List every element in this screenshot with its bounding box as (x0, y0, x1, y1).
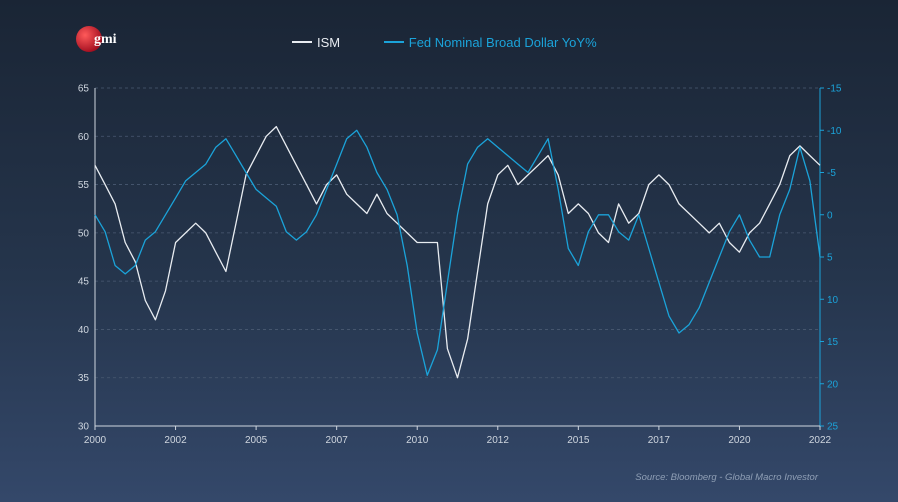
source-note: Source: Bloomberg - Global Macro Investo… (635, 472, 818, 483)
legend-swatch-ism (292, 41, 312, 43)
right-tick-label: 15 (827, 337, 839, 348)
chart-legend: ISM Fed Nominal Broad Dollar YoY% (292, 31, 637, 50)
legend-item-ism: ISM (292, 35, 340, 50)
left-tick-label: 45 (78, 277, 90, 288)
logo-text: gmi (94, 32, 117, 47)
left-tick-label: 35 (78, 373, 90, 384)
series (94, 125, 821, 379)
left-tick-label: 30 (78, 422, 90, 433)
axes: 30 35 40 45 50 55 60 65 -15 -10 -5 0 5 10 15 20 25 2000 20… (78, 84, 842, 447)
left-tick-label: 60 (78, 132, 90, 143)
right-tick-label: -15 (827, 84, 842, 95)
x-tick-label: 2002 (164, 435, 187, 446)
x-tick-label: 2015 (567, 435, 590, 446)
x-tick-label: 2012 (487, 435, 510, 446)
legend-swatch-dollar (383, 41, 404, 43)
grid (95, 87, 820, 379)
gmi-logo: gmi (72, 22, 134, 56)
right-tick-label: -10 (827, 126, 842, 137)
legend-label-ism: ISM (317, 34, 341, 50)
right-tick-label: 0 (827, 210, 833, 221)
x-tick-label: 2005 (245, 435, 268, 446)
x-tick-label: 2007 (326, 435, 349, 446)
x-tick-label: 2022 (809, 435, 832, 446)
right-tick-label: 25 (827, 422, 839, 433)
left-tick-label: 55 (78, 180, 90, 191)
right-tick-label: 10 (827, 295, 839, 306)
x-tick-label: 2000 (84, 435, 107, 446)
right-tick-label: 20 (827, 379, 839, 390)
x-tick-label: 2017 (648, 435, 671, 446)
x-tick-label: 2010 (406, 435, 429, 446)
legend-label-dollar: Fed Nominal Broad Dollar YoY% (408, 34, 597, 50)
logo-circle (76, 26, 102, 52)
right-tick-label: -5 (827, 168, 836, 179)
left-tick-label: 50 (78, 228, 90, 239)
left-tick-label: 65 (78, 84, 90, 95)
series-line-ism (94, 125, 821, 379)
left-tick-label: 40 (78, 325, 90, 336)
right-tick-label: 5 (827, 253, 833, 264)
x-tick-label: 2020 (728, 435, 751, 446)
legend-item-dollar: Fed Nominal Broad Dollar YoY% (383, 34, 597, 50)
series-line-dollar (94, 129, 821, 376)
